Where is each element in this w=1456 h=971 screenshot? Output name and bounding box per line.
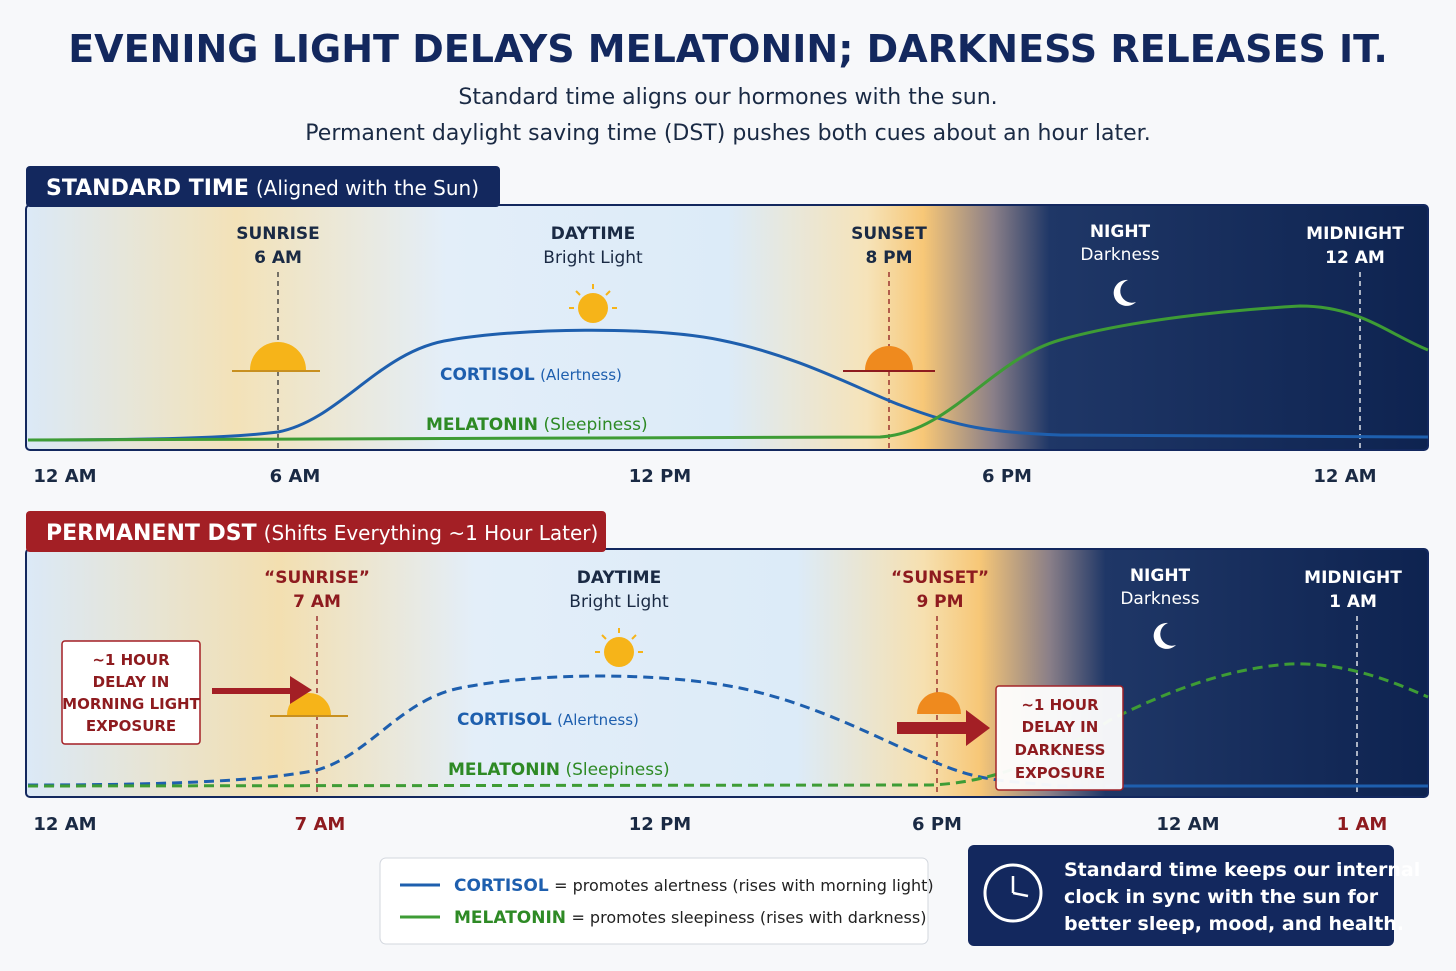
marker: Darkness: [1080, 245, 1159, 265]
callout-text: MORNING LIGHT: [62, 695, 200, 713]
axis-label: 6 PM: [982, 466, 1032, 487]
marker: SUNSET: [851, 224, 927, 244]
legend-box: [379, 857, 929, 945]
callout-text: EXPOSURE: [1015, 764, 1105, 782]
marker: Bright Light: [569, 592, 669, 612]
axis-label: 12 AM: [1313, 466, 1376, 487]
marker: “SUNRISE”: [264, 568, 370, 588]
tab-bold: STANDARD TIME: [46, 176, 249, 201]
curve-name: CORTISOL: [457, 710, 552, 730]
axis-label: 6 AM: [270, 466, 321, 487]
title: EVENING LIGHT DELAYS MELATONIN; DARKNESS…: [68, 27, 1388, 71]
axis-label: 12 AM: [33, 814, 96, 835]
tab-rest: (Shifts Everything ~1 Hour Later): [264, 521, 599, 545]
callout: ~1 HOUR DELAY IN MORNING LIGHT EXPOSURE: [61, 640, 201, 745]
note-text: Standard time keeps our internal: [1064, 859, 1420, 881]
melatonin-curve: [27, 304, 1429, 442]
marker: NIGHT: [1090, 222, 1151, 242]
legend-name: CORTISOL: [454, 876, 549, 896]
note-text: clock in sync with the sun for: [1064, 886, 1379, 908]
curve-label: CORTISOL (Alertness): [457, 710, 639, 730]
callout-text: EXPOSURE: [86, 717, 176, 735]
axis-label: 7 AM: [295, 814, 346, 835]
tab: [26, 166, 500, 207]
curve-label: MELATONIN (Sleepiness): [426, 415, 648, 435]
curve-name: MELATONIN: [426, 415, 538, 435]
axis-label: 12 AM: [33, 466, 96, 487]
marker: 8 PM: [865, 248, 912, 268]
panel: [25, 548, 1429, 798]
axis-label: 12 PM: [629, 814, 691, 835]
tab-label: STANDARD TIME (Aligned with the Sun): [46, 176, 479, 201]
axis-label: 1 AM: [1337, 814, 1388, 835]
subtitle: Permanent daylight saving time (DST) pus…: [305, 121, 1150, 146]
marker: DAYTIME: [551, 224, 635, 244]
tab: [26, 511, 606, 552]
note-box: [968, 845, 1394, 946]
panel: [25, 204, 1429, 451]
axis-label: 12 AM: [1156, 814, 1219, 835]
marker: “SUNSET”: [891, 568, 989, 588]
marker: DAYTIME: [577, 568, 661, 588]
marker: 7 AM: [293, 592, 341, 612]
marker: 9 PM: [916, 592, 963, 612]
callout: ~1 HOUR DELAY IN DARKNESS EXPOSURE: [995, 685, 1124, 791]
callout-text: DELAY IN: [1022, 718, 1099, 736]
axis-label: 12 PM: [629, 466, 691, 487]
callout-text: ~1 HOUR: [92, 651, 170, 669]
curve-note: (Alertness): [540, 366, 622, 384]
callout-box: [995, 685, 1124, 791]
legend-item: MELATONIN = promotes sleepiness (rises w…: [454, 908, 926, 928]
curve-note: (Sleepiness): [543, 415, 647, 435]
callout-text: DARKNESS: [1015, 741, 1106, 759]
callout-text: ~1 HOUR: [1021, 696, 1099, 714]
curve-name: CORTISOL: [440, 365, 535, 385]
markers: “SUNRISE” 7 AM DAYTIME Bright Light “SUNSE…: [264, 566, 1402, 612]
marker: 1 AM: [1329, 592, 1377, 612]
curve-note: (Alertness): [557, 711, 639, 729]
icons: [212, 622, 1176, 746]
curve-label: CORTISOL (Alertness): [440, 365, 622, 385]
note-text: better sleep, mood, and health.: [1064, 913, 1404, 935]
markers: SUNRISE 6 AM DAYTIME Bright Light SUNSET 8 …: [236, 222, 1404, 268]
clock-icon: [983, 863, 1043, 923]
marker: Darkness: [1120, 589, 1199, 609]
marker: MIDNIGHT: [1306, 224, 1404, 244]
axis-label: 6 PM: [912, 814, 962, 835]
curve-label: MELATONIN (Sleepiness): [448, 760, 670, 780]
marker: MIDNIGHT: [1304, 568, 1402, 588]
legend-name: MELATONIN: [454, 908, 566, 928]
callout-text: DELAY IN: [93, 673, 170, 691]
tab-rest: (Aligned with the Sun): [256, 176, 479, 200]
legend: CORTISOL = promotes alertness (rises wit…: [379, 857, 934, 945]
marker: 12 AM: [1325, 248, 1385, 268]
callout-box: [61, 640, 201, 745]
marker-lines: [316, 616, 1358, 795]
curve-name: MELATONIN: [448, 760, 560, 780]
subtitle: Standard time aligns our hormones with t…: [458, 85, 997, 110]
tab-label: PERMANENT DST (Shifts Everything ~1 Hour…: [46, 521, 598, 546]
cortisol-curve: [27, 674, 1428, 788]
legend-item: CORTISOL = promotes alertness (rises wit…: [454, 876, 934, 896]
marker: SUNRISE: [236, 224, 320, 244]
axis: 12 AM 7 AM 12 PM 6 PM 12 AM 1 AM: [33, 814, 1387, 835]
axis: 12 AM 6 AM 12 PM 6 PM 12 AM: [33, 466, 1376, 487]
marker-lines: [277, 272, 1361, 448]
curve-note: (Sleepiness): [565, 760, 669, 780]
cortisol-curve: [27, 328, 1429, 442]
marker: 6 AM: [254, 248, 302, 268]
legend-text: = promotes sleepiness (rises with darkne…: [571, 908, 926, 927]
icons: [232, 279, 1136, 372]
marker: NIGHT: [1130, 566, 1191, 586]
tab-bold: PERMANENT DST: [46, 521, 257, 546]
note: Standard time keeps our internal clock i…: [968, 845, 1420, 946]
marker: Bright Light: [543, 248, 643, 268]
legend-text: = promotes alertness (rises with morning…: [554, 876, 934, 895]
